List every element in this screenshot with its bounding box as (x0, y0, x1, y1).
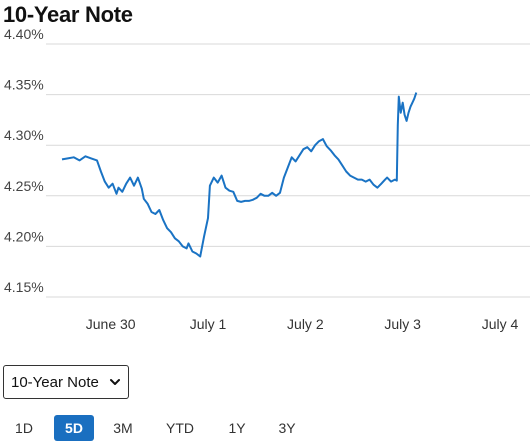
x-tick-label: July 2 (287, 316, 324, 332)
range-selector: 1D 5D 3M YTD 1Y 3Y (0, 413, 532, 443)
y-tick-label: 4.20% (4, 228, 44, 244)
range-ytd[interactable]: YTD (166, 420, 194, 436)
y-tick-label: 4.25% (4, 178, 44, 194)
range-5d[interactable]: 5D (54, 415, 94, 441)
x-tick-label: July 3 (384, 316, 421, 332)
range-3m[interactable]: 3M (113, 420, 133, 436)
page-title: 10-Year Note (3, 2, 133, 27)
instrument-select[interactable]: 10-Year Note (3, 365, 129, 399)
range-1d[interactable]: 1D (15, 420, 33, 436)
series-line (61, 92, 418, 258)
x-tick-label: June 30 (86, 316, 136, 332)
instrument-select-value: 10-Year Note (11, 373, 99, 391)
y-tick-label: 4.15% (4, 279, 44, 295)
chevron-down-icon (110, 379, 120, 385)
line-chart: 4.40% 4.35% 4.30% 4.25% 4.20% 4.15% June 30 Jul… (4, 26, 530, 332)
range-1y[interactable]: 1Y (228, 420, 246, 436)
x-tick-label: July 1 (190, 316, 227, 332)
y-tick-label: 4.35% (4, 77, 44, 93)
y-tick-label: 4.40% (4, 26, 44, 42)
y-tick-label: 4.30% (4, 127, 44, 143)
range-3y[interactable]: 3Y (278, 420, 296, 436)
x-tick-label: July 4 (482, 316, 519, 332)
